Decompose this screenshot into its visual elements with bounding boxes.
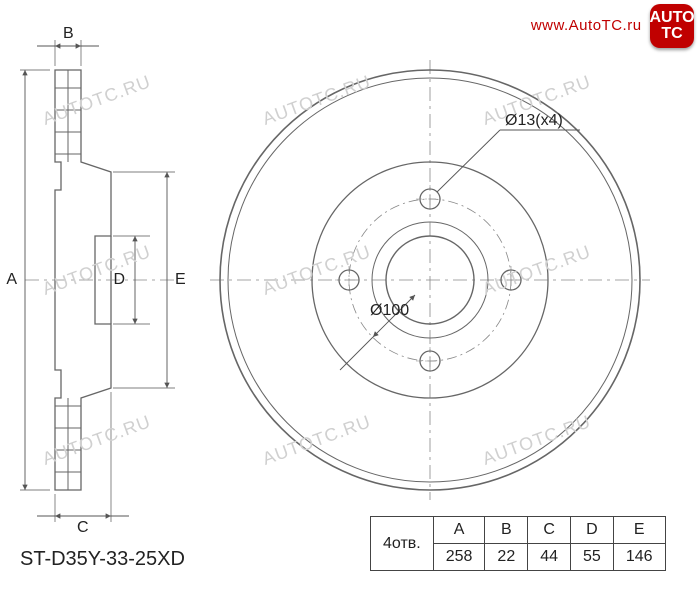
- val-B: 22: [485, 544, 528, 571]
- brand-url: www.AutoTC.ru: [531, 17, 642, 34]
- val-C: 44: [528, 544, 571, 571]
- disc-side-view: A B C D E: [6, 25, 185, 536]
- col-D: D: [571, 517, 614, 544]
- callout-bolt-hole: Ø13(x4): [437, 112, 580, 192]
- table-note: 4отв.: [371, 517, 434, 571]
- callout-pcd: Ø100: [340, 295, 415, 370]
- dim-C: C: [37, 392, 129, 536]
- dim-B-label: B: [63, 25, 74, 42]
- part-number: ST-D35Y-33-25XD: [20, 548, 185, 571]
- col-A: A: [433, 517, 485, 544]
- brand-badge-bot: TC: [661, 25, 682, 42]
- dimension-table: 4отв. A B C D E 258 22 44 55 146: [370, 516, 666, 571]
- disc-front-view: Ø13(x4) Ø100: [210, 60, 650, 500]
- callout-pcd-text: Ø100: [370, 302, 409, 319]
- col-C: C: [528, 517, 571, 544]
- dim-A-label: A: [6, 271, 17, 288]
- val-A: 258: [433, 544, 485, 571]
- technical-drawing: Ø13(x4) Ø100: [0, 0, 700, 591]
- dim-D-label: D: [113, 271, 125, 288]
- callout-bolt-text: Ø13(x4): [505, 112, 563, 129]
- col-E: E: [613, 517, 665, 544]
- col-B: B: [485, 517, 528, 544]
- dim-E-label: E: [175, 271, 186, 288]
- brand-logo: www.AutoTC.ru AUTO TC: [531, 4, 694, 48]
- dim-C-label: C: [77, 519, 89, 536]
- dim-B: B: [37, 25, 99, 66]
- brand-badge-top: AUTO: [649, 9, 694, 26]
- brand-badge: AUTO TC: [650, 4, 694, 48]
- val-D: 55: [571, 544, 614, 571]
- val-E: 146: [613, 544, 665, 571]
